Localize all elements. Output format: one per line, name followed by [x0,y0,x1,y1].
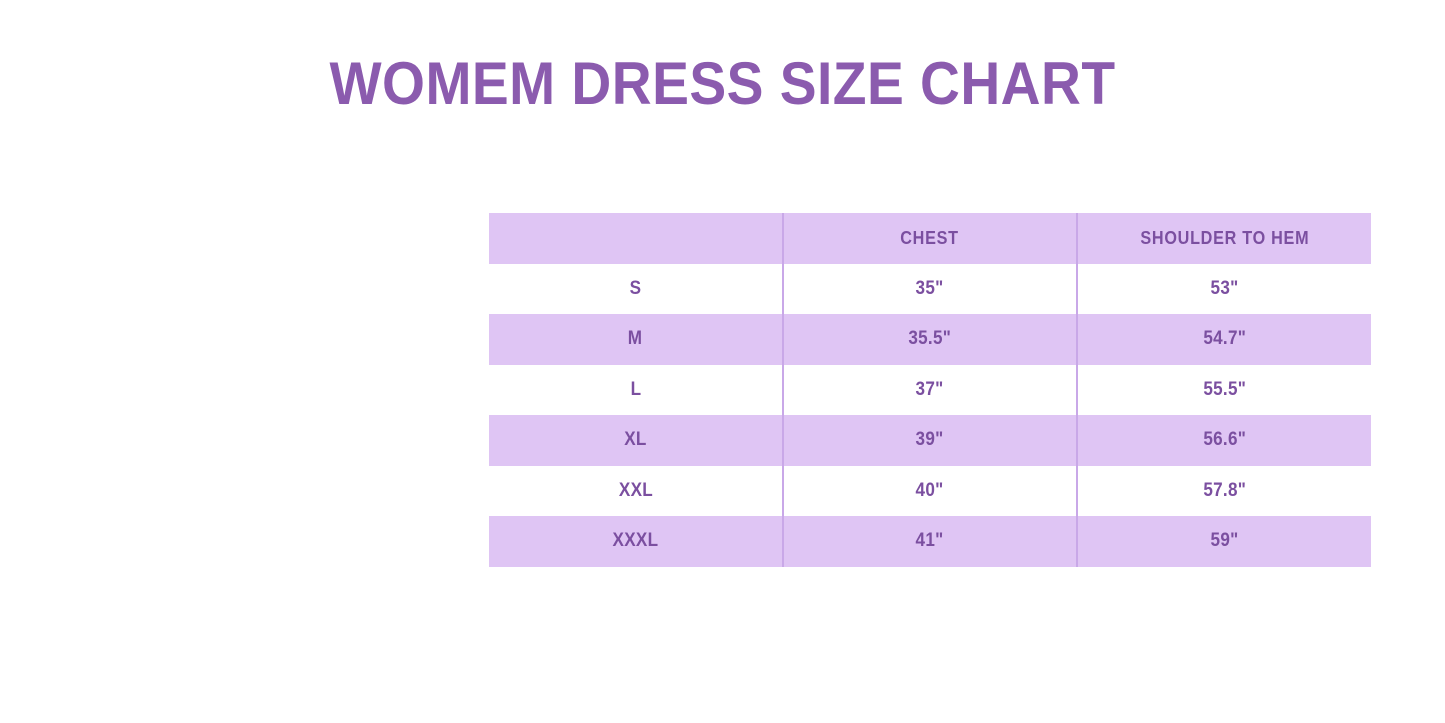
column-header-shoulder-to-hem: SHOULDER TO HEM [1076,213,1371,264]
size-chart-table: CHEST SHOULDER TO HEM S 35" 53" [489,213,1371,567]
cell-size: XL [489,415,783,466]
cell-shoulder-to-hem: 56.6" [1076,415,1371,466]
column-header-chest-label: CHEST [900,227,960,248]
table-row: L 37" 55.5" [489,364,1371,415]
column-header-chest: CHEST [782,213,1077,264]
column-header-shoulder-to-hem-label: SHOULDER TO HEM [1140,227,1309,248]
table-row: XXXL 41" 59" [489,516,1371,567]
cell-chest: 37" [782,364,1077,415]
cell-shoulder-to-hem: 53" [1076,263,1371,314]
table-row: M 35.5" 54.7" [489,314,1371,365]
cell-chest: 35" [782,263,1077,314]
table-row: XXL 40" 57.8" [489,465,1371,516]
cell-shoulder-to-hem: 59" [1076,516,1371,567]
cell-chest: 40" [782,465,1077,516]
page-title: WOMEM DRESS SIZE CHART [329,50,1116,117]
cell-chest: 39" [782,415,1077,466]
cell-size: S [489,263,783,314]
cell-shoulder-to-hem: 57.8" [1076,465,1371,516]
table-row: XL 39" 56.6" [489,415,1371,466]
cell-size: L [489,364,783,415]
cell-size: M [489,314,783,365]
table-header-row: CHEST SHOULDER TO HEM [489,213,1371,264]
table-row: S 35" 53" [489,263,1371,314]
cell-shoulder-to-hem: 54.7" [1076,314,1371,365]
cell-size: XXXL [489,516,783,567]
cell-chest: 35.5" [782,314,1077,365]
cell-size: XXL [489,465,783,516]
cell-chest: 41" [782,516,1077,567]
column-header-size [489,213,783,264]
cell-shoulder-to-hem: 55.5" [1076,364,1371,415]
